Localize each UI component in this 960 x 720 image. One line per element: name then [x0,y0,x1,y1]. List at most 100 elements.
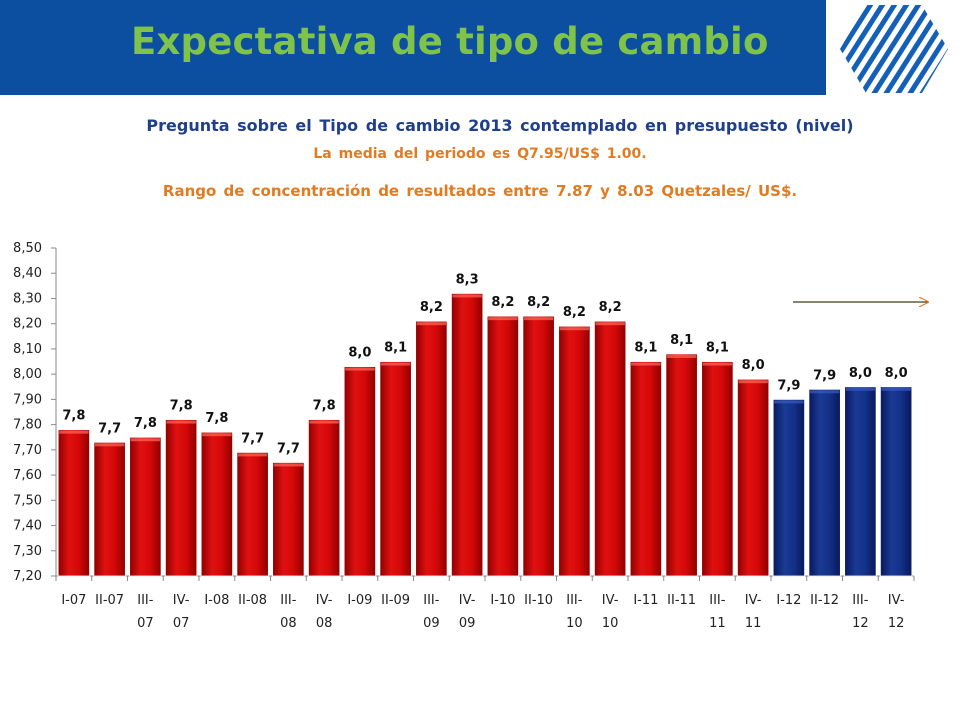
bar-highlight [845,387,876,391]
y-tick-label: 8,40 [13,266,42,281]
bar-highlight [94,443,125,447]
data-label: 7,9 [777,378,800,393]
bar-highlight [488,317,518,321]
bar-highlight [809,390,840,394]
data-label: 8,1 [384,341,407,356]
bar-highlight [523,317,554,321]
bar-highlight [130,438,161,442]
x-tick-label: 09 [459,616,476,631]
data-label: 8,0 [742,358,765,373]
x-tick-label: III- [423,593,440,608]
bar-III-08 [272,462,305,577]
y-tick-label: 7,70 [13,443,42,458]
bar-I-10 [486,315,520,577]
y-tick-label: 8,30 [13,291,42,306]
data-label: 8,0 [348,346,371,361]
data-label: 8,2 [420,300,443,315]
data-label: 8,2 [599,300,622,315]
x-tick-label: 08 [280,616,297,631]
x-tick-label: 10 [602,616,619,631]
bar-highlight [881,387,911,391]
x-tick-label: II-08 [238,593,267,608]
bar-I-09 [343,366,377,577]
logo [826,0,960,95]
data-label: 7,8 [313,399,336,414]
bar-I-12 [772,398,806,577]
bar-highlight [416,322,447,326]
x-tick-label: 08 [316,616,333,631]
y-tick-label: 8,50 [13,241,42,256]
x-tick-label: III- [566,593,583,608]
bar-highlight [59,430,89,434]
hexagon-stripes-logo-icon [840,5,948,93]
bar-III-10 [558,325,591,577]
y-tick-label: 7,60 [13,468,42,483]
bar-highlight [237,453,268,457]
bar-IV-08 [307,419,341,577]
data-label: 7,8 [170,399,193,414]
bar-highlight [345,367,375,371]
data-label: 7,7 [277,441,300,456]
data-label: 8,1 [706,341,729,356]
data-label: 8,0 [849,366,872,381]
bar-IV-10 [593,320,627,577]
data-label: 7,7 [98,421,121,436]
x-tick-label: 12 [888,616,905,631]
bar-I-11 [629,361,663,577]
y-tick-label: 8,10 [13,342,42,357]
x-tick-label: I-09 [347,593,372,608]
question-subtitle: Pregunta sobre el Tipo de cambio 2013 co… [146,116,854,135]
data-label: 8,1 [670,333,693,348]
x-tick-label: III- [137,593,154,608]
data-label: 8,0 [885,366,908,381]
bar-II-07 [93,441,126,577]
header-band: Expectativa de tipo de cambio [0,0,826,95]
x-tick-label: 11 [745,616,762,631]
bar-II-09 [379,361,412,577]
bar-highlight [774,400,804,404]
bar-highlight [702,362,733,366]
y-tick-label: 8,00 [13,367,42,382]
bar-highlight [380,362,411,366]
bar-highlight [631,362,661,366]
y-tick-label: 8,20 [13,317,42,332]
bar-highlight [309,420,339,424]
bar-I-07 [57,429,91,577]
bar-II-10 [522,315,555,577]
bar-highlight [273,463,304,467]
bar-highlight [202,433,232,437]
y-tick-label: 7,50 [13,493,42,508]
data-label: 7,7 [241,431,264,446]
x-tick-label: IV- [888,593,905,608]
exchange-rate-bar-chart: 7,207,307,407,507,607,707,807,908,008,10… [13,241,960,631]
mean-subtitle: La media del periodo es Q7.95/US$ 1.00. [313,146,647,162]
y-tick-label: 7,30 [13,544,42,559]
x-tick-label: I-12 [776,593,801,608]
x-tick-label: I-08 [204,593,229,608]
bar-highlight [559,327,590,331]
data-label: 8,2 [491,295,514,310]
y-tick-label: 7,20 [13,569,42,584]
data-label: 7,9 [813,368,836,383]
x-tick-label: 12 [852,616,869,631]
x-tick-label: 11 [709,616,726,631]
bar-III-07 [129,436,162,577]
bar-IV-07 [164,419,198,577]
y-tick-label: 7,90 [13,392,42,407]
range-subtitle: Rango de concentración de resultados ent… [162,182,798,200]
y-tick-label: 7,40 [13,519,42,534]
bar-II-11 [665,353,698,577]
bar-IV-12 [879,386,913,577]
x-tick-label: II-10 [524,593,553,608]
data-label: 7,8 [205,411,228,426]
x-tick-label: II-12 [810,593,839,608]
y-tick-label: 7,80 [13,418,42,433]
x-tick-label: III- [709,593,726,608]
bar-IV-09 [450,293,484,577]
x-tick-label: III- [852,593,869,608]
x-tick-label: I-07 [61,593,86,608]
bar-highlight [166,420,196,424]
page-title: Expectativa de tipo de cambio [131,20,769,63]
x-tick-label: IV- [602,593,619,608]
x-tick-label: IV- [316,593,333,608]
